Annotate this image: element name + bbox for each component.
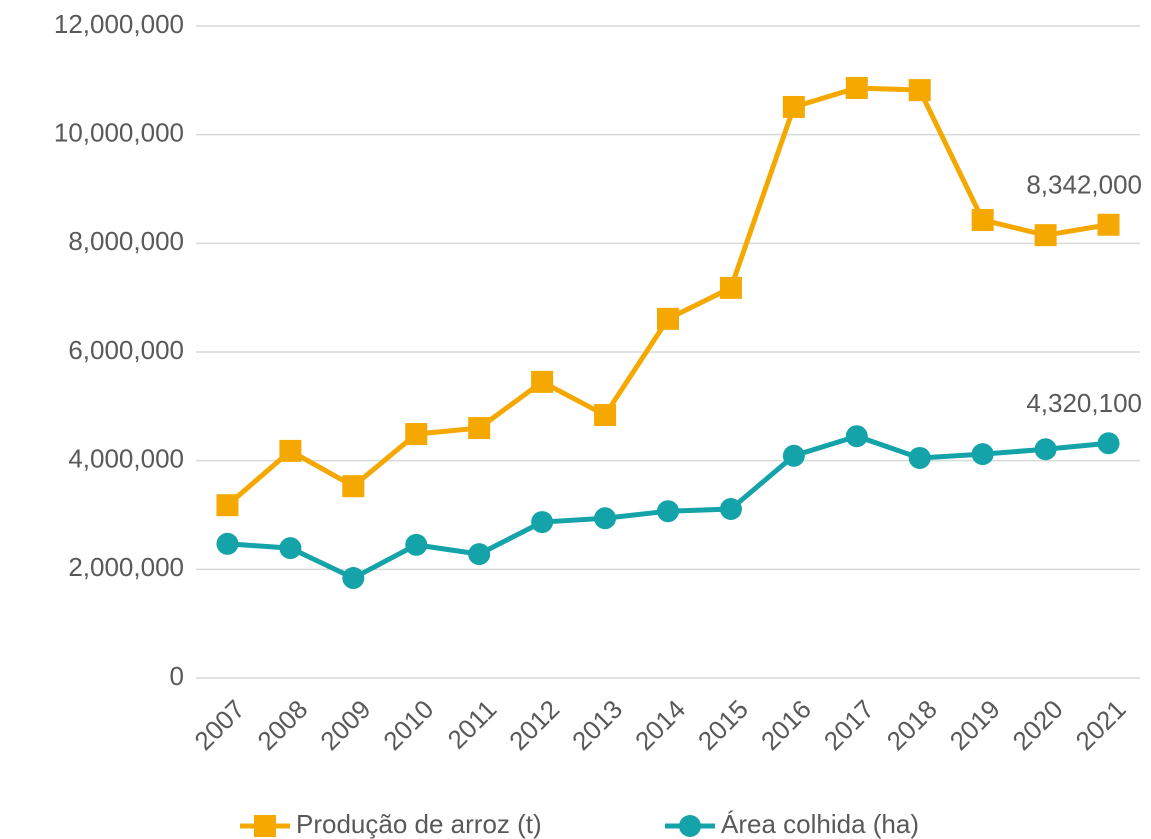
data-point [782,444,805,467]
legend-marker [679,815,701,837]
data-label: 8,342,000 [1026,170,1142,200]
x-tick-label: 2019 [944,694,1006,756]
x-tick-label: 2013 [566,694,628,756]
data-label: 4,320,100 [1026,388,1142,418]
data-point [1034,224,1057,247]
legend-label: Área colhida (ha) [721,809,919,839]
data-point [531,370,554,393]
data-point [531,511,554,534]
data-point [657,500,679,523]
x-tick-label: 2016 [755,694,817,756]
data-point [468,543,491,566]
x-tick-label: 2010 [377,694,439,756]
y-tick-label: 4,000,000 [68,444,184,474]
legend-marker [254,815,276,837]
x-tick-label: 2011 [442,694,503,755]
y-tick-label: 12,000,000 [54,9,184,39]
data-point [845,76,868,99]
data-point [1097,432,1120,455]
x-tick-label: 2014 [629,694,691,756]
x-tick-label: 2008 [251,694,313,756]
data-point [342,567,365,590]
y-tick-label: 8,000,000 [68,226,184,256]
data-point [279,439,302,462]
data-point [405,533,428,556]
data-point [657,307,679,330]
y-tick-label: 0 [170,661,184,691]
data-point [216,494,239,517]
data-point [845,425,868,448]
x-tick-label: 2018 [881,694,943,756]
x-tick-label: 2007 [188,694,250,756]
data-point [216,532,239,555]
x-tick-label: 2020 [1007,694,1069,756]
x-tick-label: 2015 [692,694,754,756]
data-point [719,276,742,299]
legend-label: Produção de arroz (t) [296,809,542,839]
data-point [279,537,302,560]
data-point [1097,213,1120,236]
y-tick-label: 6,000,000 [68,335,184,365]
data-point [971,443,994,466]
data-point [1034,438,1057,461]
x-tick-label: 2009 [314,694,376,756]
data-point [719,498,742,521]
data-point [468,417,491,440]
y-tick-label: 2,000,000 [68,552,184,582]
data-point [971,208,994,231]
data-point [594,404,617,427]
series-line [225,85,1109,508]
data-point [908,446,931,469]
y-tick-label: 10,000,000 [54,118,184,148]
x-tick-label: 2017 [818,694,880,756]
data-point [342,475,365,498]
x-tick-label: 2012 [503,694,565,756]
data-point [782,95,805,118]
x-tick-label: 2021 [1070,694,1132,756]
data-point [908,79,931,102]
data-point [594,507,617,530]
data-point [405,423,428,446]
